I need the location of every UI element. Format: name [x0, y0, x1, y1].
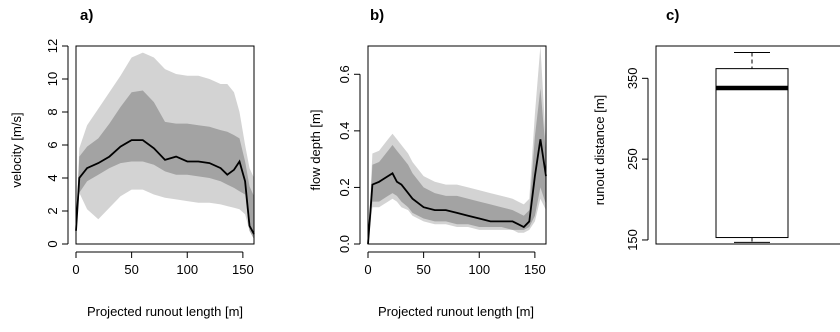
- panel-a-y-tick-label: 2: [45, 207, 60, 214]
- panel-b-y-tick-label: 0.6: [337, 65, 352, 83]
- panel-b-axes: 0 50 100 150 0.0 0.2 0.4 0.6: [337, 45, 547, 277]
- panel-a-inner-band: [76, 90, 254, 240]
- panel-b-y-tick-label: 0.0: [337, 235, 352, 253]
- panel-b-y-tick-label: 0.2: [337, 178, 352, 196]
- panel-a-y-tick-label: 8: [45, 108, 60, 115]
- panel-b-y-axis-title: flow depth [m]: [308, 110, 323, 191]
- panel-b-x-tick-label: 50: [416, 262, 430, 277]
- panel-a-x-tick-label: 100: [176, 262, 198, 277]
- panel-b-median-line: [367, 139, 547, 245]
- panel-a-y-tick-label: 6: [45, 141, 60, 148]
- panel-b-frame: [367, 45, 547, 245]
- panel-a-y-axis-title: velocity [m/s]: [9, 112, 24, 187]
- panel-a-y-tick-label: 0: [45, 240, 60, 247]
- panel-a-x-axis-title: Projected runout length [m]: [87, 304, 243, 319]
- panel-b-x-tick-label: 100: [468, 262, 490, 277]
- panel-b-y-tick-label: 0.4: [337, 122, 352, 140]
- panel-a-x-tick-label: 50: [124, 262, 138, 277]
- panel-c-y-tick-label: 250: [625, 148, 640, 170]
- panel-a-label: a): [80, 7, 93, 24]
- panel-a-median-line: [75, 139, 255, 235]
- panel-a-x-tick-label: 150: [232, 262, 254, 277]
- panel-b-bands: [367, 46, 547, 245]
- panel-b-x-tick-label: 150: [524, 262, 546, 277]
- panel-a-axes: 0 50 100 150 0 2 4 6 8 10 12: [45, 39, 255, 277]
- panel-a-velocity: a) 0 50 100 150 0 2 4 6 8 10 12 Projected runout l…: [9, 7, 255, 319]
- panel-b-x-tick-label: 0: [364, 262, 371, 277]
- panel-a-x-tick-label: 0: [72, 262, 79, 277]
- panel-a-frame: [75, 45, 255, 245]
- panel-b-label: b): [370, 7, 384, 24]
- panel-c-box: [715, 68, 789, 239]
- panel-b-inner-band: [368, 88, 546, 245]
- panel-b-x-axis-title: Projected runout length [m]: [378, 304, 534, 319]
- panel-c-y-axis-title: runout distance [m]: [592, 95, 607, 206]
- panel-c-y-tick-label: 150: [625, 229, 640, 251]
- panel-b-flow-depth: b) 0 50 100 150 0.0 0.2 0.4 0.6 Projected runou…: [308, 7, 547, 319]
- panel-a-bands: [75, 52, 255, 240]
- panel-c-label: c): [666, 7, 679, 24]
- panel-c-frame: [655, 45, 840, 245]
- panel-a-y-tick-label: 12: [45, 39, 60, 53]
- panel-a-y-tick-label: 10: [45, 72, 60, 86]
- panel-c-runout-box: c) 150 250 350 runout distance [m]: [592, 7, 840, 251]
- panel-a-y-tick-label: 4: [45, 174, 60, 181]
- panel-c-y-tick-label: 350: [625, 67, 640, 89]
- panel-c-axes: 150 250 350: [625, 45, 840, 251]
